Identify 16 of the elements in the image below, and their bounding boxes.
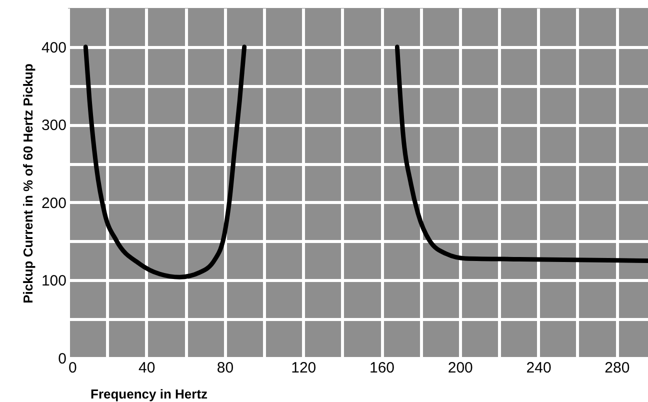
y-tick-label: 300 [41,117,66,134]
x-axis-title: Frequency in Hertz [90,386,208,402]
x-tick-label: 200 [448,360,473,376]
y-tick-label: 100 [41,272,66,290]
y-tick-label: 200 [41,194,66,212]
x-tick-label: 240 [526,360,552,376]
x-tick-label: 40 [138,360,156,376]
line-series [83,44,247,280]
x-tick-label: 0 [68,360,77,376]
y-axis-title: Pickup Current in % of 60 Hertz Pickup [20,64,36,304]
y-tick-label: 400 [41,39,66,56]
x-tick-label: 280 [604,360,630,376]
x-tick-label: 160 [370,360,395,376]
x-tick-label: 120 [291,360,316,376]
x-tick-label: 80 [216,360,234,376]
line-series [394,44,648,264]
